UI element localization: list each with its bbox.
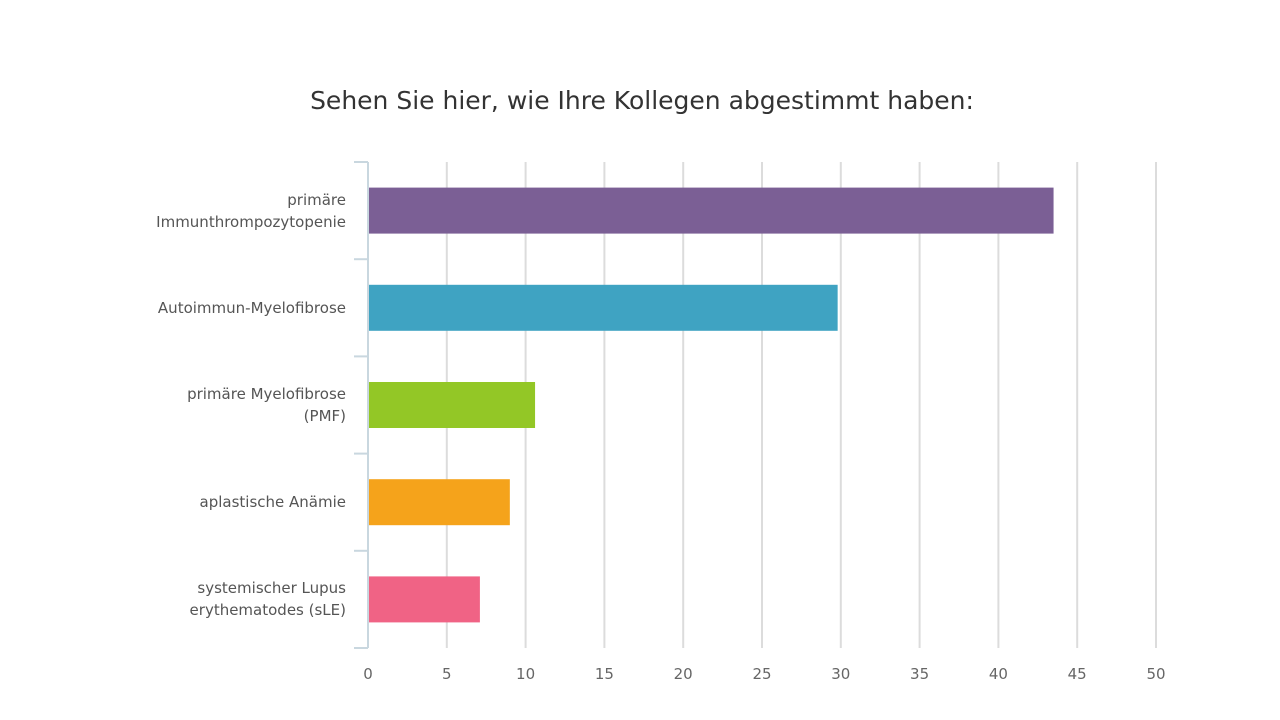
category-label-line: aplastische Anämie xyxy=(199,493,346,512)
x-tick-label: 50 xyxy=(1146,665,1165,683)
category-label-line: Immunthrompozytopenie xyxy=(156,212,346,231)
category-label: Autoimmun-Myelofibrose xyxy=(86,297,346,319)
x-tick-label: 15 xyxy=(595,665,614,683)
x-tick-label: 20 xyxy=(674,665,693,683)
bar xyxy=(369,187,1054,234)
category-label: primäre Immunthrompozytopenie xyxy=(86,189,346,233)
category-label-line: erythematodes (sLE) xyxy=(189,601,346,620)
x-tick-label: 35 xyxy=(910,665,929,683)
x-tick-label: 25 xyxy=(752,665,771,683)
category-label-line: primäre Myelofibrose xyxy=(187,385,346,403)
chart-title: Sehen Sie hier, wie Ihre Kollegen abgest… xyxy=(310,86,974,115)
x-tick-label: 45 xyxy=(1068,665,1087,683)
x-tick-label: 40 xyxy=(989,665,1008,683)
x-tick-label: 0 xyxy=(363,665,373,683)
bar xyxy=(369,382,536,428)
bar xyxy=(369,479,510,526)
x-tick-label: 5 xyxy=(442,665,452,683)
category-label-line: (PMF) xyxy=(303,407,346,425)
category-label-line: systemischer Lupus xyxy=(197,579,346,598)
category-label: systemischer Lupus erythematodes (sLE) xyxy=(86,577,346,621)
category-label: primäre Myelofibrose (PMF) xyxy=(86,383,346,427)
bar xyxy=(369,576,480,623)
category-label-line: Autoimmun-Myelofibrose xyxy=(157,298,346,317)
x-tick-label: 30 xyxy=(831,665,850,683)
category-label: aplastische Anämie xyxy=(86,491,346,513)
category-label-line: primäre xyxy=(287,190,346,209)
bar xyxy=(369,284,838,331)
x-tick-label: 10 xyxy=(516,665,535,683)
